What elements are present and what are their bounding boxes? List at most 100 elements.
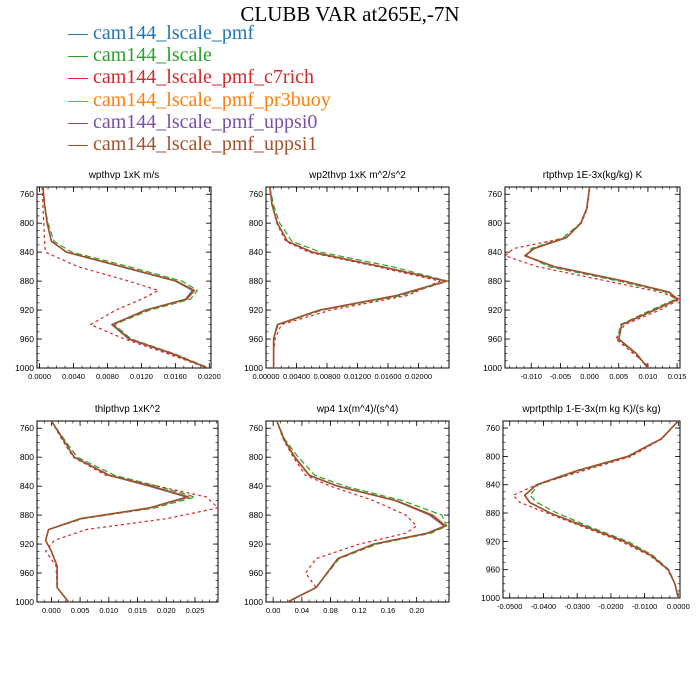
legend-entry: — cam144_lscale_pmf_c7rich	[68, 66, 331, 88]
y-tick-label: 880	[486, 508, 500, 518]
x-tick-label: 0.020	[157, 606, 176, 615]
x-tick-label: 0.025	[186, 606, 205, 615]
x-tick-label: -0.010	[521, 372, 542, 381]
series-line	[529, 421, 679, 598]
y-tick-label: 880	[20, 276, 34, 286]
legend-label: cam144_lscale_pmf_uppsi0	[93, 110, 318, 133]
x-tick-label: 0.015	[668, 372, 687, 381]
plot-frame	[36, 186, 212, 369]
y-tick-label: 1000	[15, 597, 34, 607]
series-line	[269, 187, 447, 368]
x-tick-label: 0.00400	[283, 372, 310, 381]
series-line	[524, 421, 679, 598]
x-tick-label: 0.02000	[405, 372, 432, 381]
chart-panel: wp2thvp 1xK m^2/s^2 760 800 840 880 920 960 100…	[244, 170, 450, 381]
x-tick-label: 0.00	[266, 606, 281, 615]
series-line	[525, 187, 677, 368]
legend-swatch: —	[68, 110, 93, 133]
y-tick-label: 760	[20, 189, 34, 199]
y-tick-label: 760	[249, 189, 263, 199]
y-tick-label: 920	[488, 305, 502, 315]
chart-panel: thlpthvp 1xK^2 760 800 840 880 920 960 1000 0.00…	[15, 404, 219, 615]
y-tick-label: 800	[249, 218, 263, 228]
y-tick-label: 960	[20, 568, 34, 578]
legend-label: cam144_lscale_pmf_c7rich	[93, 66, 315, 89]
y-tick-label: 1000	[481, 593, 500, 603]
y-tick-label: 960	[20, 334, 34, 344]
y-tick-label: 920	[249, 305, 263, 315]
y-tick-label: 920	[249, 539, 263, 549]
x-tick-label: 0.0120	[130, 372, 153, 381]
panel-title: rtpthvp 1E-3x(kg/kg) K	[543, 170, 643, 181]
chart-panel: wp4 1x(m^4)/(s^4)76080084088092096010000…	[244, 404, 450, 615]
y-tick-label: 840	[488, 247, 502, 257]
y-tick-label: 880	[249, 276, 263, 286]
y-tick-label: 880	[488, 276, 502, 286]
x-tick-label: -0.005	[550, 372, 571, 381]
panel-title: wp2thvp 1xK m^2/s^2	[308, 170, 406, 181]
panel-title: thlpthvp 1xK^2	[95, 404, 161, 415]
y-tick-label: 880	[20, 510, 34, 520]
series-line	[512, 421, 679, 598]
x-tick-label: 0.000	[42, 606, 61, 615]
y-tick-label: 840	[249, 247, 263, 257]
y-tick-label: 1000	[15, 363, 34, 373]
legend-entry: — cam144_lscale	[68, 44, 331, 66]
chart-panel: wprtpthlp 1-E-3x(m kg K)/(s kg) 760 800 840…	[481, 404, 690, 611]
series-line	[269, 187, 449, 368]
legend-entry: — cam144_lscale_pmf_uppsi1	[68, 133, 331, 155]
y-tick-label: 1000	[244, 597, 263, 607]
x-tick-label: 0.0040	[62, 372, 85, 381]
y-tick-label: 880	[249, 510, 263, 520]
series-line	[276, 421, 418, 602]
series-line	[524, 421, 679, 598]
y-tick-label: 920	[20, 539, 34, 549]
y-tick-label: 760	[249, 423, 263, 433]
x-tick-label: -0.0500	[497, 602, 522, 611]
y-tick-label: 960	[486, 565, 500, 575]
y-tick-label: 800	[488, 218, 502, 228]
x-tick-label: 0.0080	[96, 372, 119, 381]
y-tick-label: 840	[249, 481, 263, 491]
x-tick-label: -0.0200	[598, 602, 623, 611]
legend-label: cam144_lscale	[93, 44, 212, 67]
series-line	[44, 421, 187, 602]
series-line	[269, 187, 447, 368]
chart-panel: rtpthvp 1E-3x(kg/kg) K 760 800 840 880 920 960…	[483, 170, 686, 381]
legend-entry: — cam144_lscale_pmf	[68, 22, 331, 44]
x-tick-label: 0.0000	[667, 602, 690, 611]
series-line	[42, 187, 208, 368]
legend-swatch: —	[68, 44, 93, 67]
series-line	[42, 187, 208, 368]
series-line	[269, 187, 448, 368]
y-tick-label: 840	[486, 480, 500, 490]
x-tick-label: 0.005	[609, 372, 628, 381]
plot-frame	[504, 186, 681, 369]
series-line	[44, 421, 189, 602]
y-tick-label: 920	[20, 305, 34, 315]
x-tick-label: -0.0400	[531, 602, 556, 611]
y-tick-label: 960	[249, 334, 263, 344]
chart-panel: wpthvp 1xK m/s76080084088092096010000.00…	[15, 170, 221, 381]
y-tick-label: 960	[249, 568, 263, 578]
plot-frame	[36, 420, 219, 603]
legend-entry: — cam144_lscale_pmf_pr3buoy	[68, 89, 331, 111]
panel-title: wpthvp 1xK m/s	[88, 170, 160, 181]
series-line	[42, 187, 208, 368]
y-tick-label: 800	[249, 452, 263, 462]
x-tick-label: -0.0100	[632, 602, 657, 611]
series-line	[523, 421, 679, 598]
x-tick-label: 0.16	[381, 606, 396, 615]
x-tick-label: 0.00800	[313, 372, 340, 381]
y-tick-label: 760	[488, 189, 502, 199]
y-tick-label: 1000	[483, 363, 502, 373]
x-tick-label: -0.0300	[564, 602, 589, 611]
x-tick-label: 0.010	[639, 372, 658, 381]
y-tick-label: 760	[486, 423, 500, 433]
series-line	[276, 421, 447, 602]
panel-title: wp4 1x(m^4)/(s^4)	[316, 404, 399, 415]
legend-swatch: —	[68, 22, 93, 44]
series-line	[42, 187, 208, 368]
x-tick-label: 0.08	[323, 606, 338, 615]
